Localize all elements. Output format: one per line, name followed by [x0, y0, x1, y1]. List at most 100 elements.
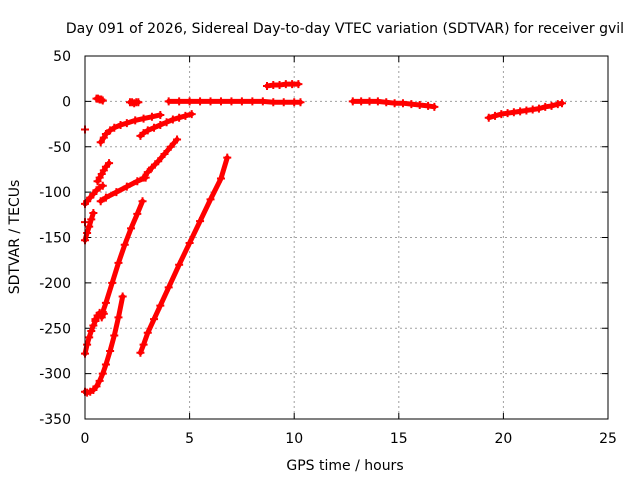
data-point [156, 301, 165, 310]
data-point [206, 97, 215, 106]
data-point [164, 97, 173, 106]
data-point [294, 80, 303, 89]
data-point [168, 115, 177, 124]
data-point [133, 177, 142, 186]
data-point [87, 215, 96, 224]
series-trace [137, 155, 230, 356]
data-point [85, 333, 94, 342]
x-tick-label: 5 [185, 431, 194, 447]
data-point [296, 98, 305, 107]
plot-frame [84, 55, 609, 420]
data-point [248, 97, 257, 106]
series-9 [81, 316, 100, 358]
data-point [89, 208, 98, 217]
data-point [185, 97, 194, 106]
data-point [101, 130, 110, 139]
data-point [407, 100, 416, 109]
data-point [164, 283, 173, 292]
data-point [138, 197, 147, 206]
series-8 [81, 208, 98, 245]
data-point [175, 113, 184, 122]
data-point [348, 97, 357, 106]
data-point [156, 120, 165, 129]
data-point [98, 307, 107, 316]
data-point [122, 182, 131, 191]
data-point [139, 129, 148, 138]
data-point [112, 188, 121, 197]
x-tick-label: 15 [390, 431, 408, 447]
data-point [143, 328, 152, 337]
data-point [139, 114, 148, 123]
y-tick-label: -300 [39, 367, 71, 383]
x-tick-label: 10 [285, 431, 303, 447]
data-point [382, 98, 391, 107]
data-point [110, 331, 119, 340]
data-point [196, 217, 205, 226]
data-point [175, 97, 184, 106]
data-point [166, 142, 175, 151]
data-point [147, 112, 156, 121]
tick-label-layer: 0 5 10 15 20 25 50 0 -50 -100 -150 -200 -250 -300 -350 [39, 49, 617, 447]
data-point [534, 104, 543, 113]
data-point [139, 340, 148, 349]
x-axis-label: GPS time / hours [286, 458, 403, 474]
x-tick-label: 20 [494, 431, 512, 447]
data-point [223, 153, 232, 162]
data-point [83, 340, 92, 349]
series-7 [139, 135, 182, 182]
data-point [181, 111, 190, 120]
data-point [110, 123, 119, 132]
data-point [187, 110, 196, 119]
data-point [101, 193, 110, 202]
data-point [87, 326, 96, 335]
data-point [96, 197, 105, 206]
series-4 [81, 181, 107, 208]
series-17 [484, 99, 566, 122]
data-point [185, 238, 194, 247]
data-point [150, 315, 159, 324]
data-point [216, 97, 225, 106]
data-point [127, 224, 136, 233]
data-point [114, 313, 123, 322]
series-13 [136, 153, 232, 357]
series-5 [93, 159, 114, 186]
x-tick-label: 0 [81, 431, 90, 447]
data-point [491, 111, 500, 120]
data-point [114, 258, 123, 267]
data-point [136, 348, 145, 357]
y-tick-label: 50 [53, 49, 71, 65]
data-point [143, 126, 152, 135]
series-trace [100, 198, 146, 315]
data-point [106, 126, 115, 135]
data-point [196, 97, 205, 106]
data-point [237, 97, 246, 106]
y-tick-label: -350 [39, 412, 71, 428]
data-point [98, 96, 107, 105]
data-point [227, 97, 236, 106]
y-tick-label: -200 [39, 276, 71, 292]
data-point [557, 99, 566, 108]
data-point [547, 101, 556, 110]
y-tick-label: -100 [39, 185, 71, 201]
series-3 [136, 110, 196, 140]
data-point [108, 278, 117, 287]
series-14 [164, 97, 305, 107]
data-point [160, 150, 169, 159]
data-point [258, 97, 267, 106]
data-point [154, 157, 163, 166]
data-point [162, 118, 171, 127]
series-1 [125, 98, 143, 108]
data-point [134, 98, 143, 107]
data-point [484, 113, 493, 122]
series-15 [263, 80, 303, 90]
data-point [269, 98, 278, 107]
y-tick-label: 0 [62, 94, 71, 110]
data-point [83, 228, 92, 237]
data-point [105, 159, 114, 168]
series-2 [96, 110, 165, 147]
data-point [122, 119, 131, 128]
data-point [390, 99, 399, 108]
data-point [116, 120, 125, 129]
data-point [175, 260, 184, 269]
